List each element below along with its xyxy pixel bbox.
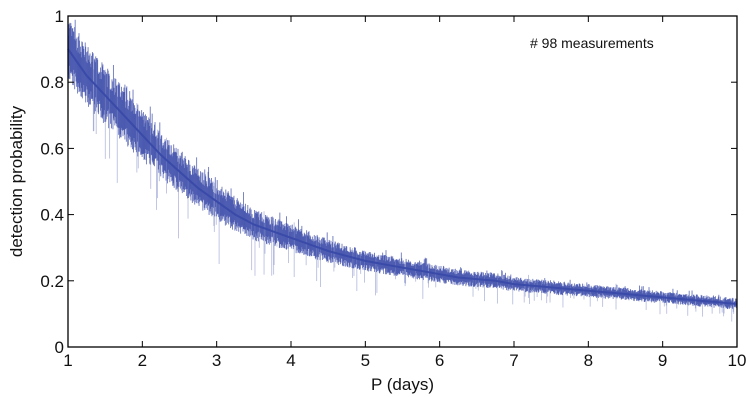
x-tick-label: 7: [509, 351, 518, 370]
x-tick-label: 9: [658, 351, 667, 370]
y-tick-label: 1: [55, 7, 64, 26]
x-tick-label: 3: [212, 351, 221, 370]
y-axis-title: detection probability: [7, 105, 26, 257]
x-tick-label: 2: [138, 351, 147, 370]
y-tick-label: 0.6: [40, 139, 64, 158]
measurement-count-annotation: # 98 measurements: [530, 35, 654, 51]
y-tick-label: 0: [55, 338, 64, 357]
y-tick-label: 0.4: [40, 206, 64, 225]
x-tick-label: 10: [728, 351, 747, 370]
x-tick-label: 6: [435, 351, 444, 370]
noise-band: [67, 19, 738, 322]
x-tick-label: 8: [584, 351, 593, 370]
x-axis-ticks: 1 2 3 4 5 6 7 8 9 10: [63, 16, 746, 370]
series-line: [67, 48, 738, 305]
x-tick-label: 1: [63, 351, 72, 370]
y-tick-label: 0.8: [40, 73, 64, 92]
x-tick-label: 5: [361, 351, 370, 370]
y-axis-ticks: 0 0.2 0.4 0.6 0.8 1: [40, 7, 737, 357]
x-tick-label: 4: [286, 351, 295, 370]
plot-frame: [67, 15, 738, 348]
y-tick-label: 0.2: [40, 272, 64, 291]
x-axis-title: P (days): [371, 375, 434, 394]
